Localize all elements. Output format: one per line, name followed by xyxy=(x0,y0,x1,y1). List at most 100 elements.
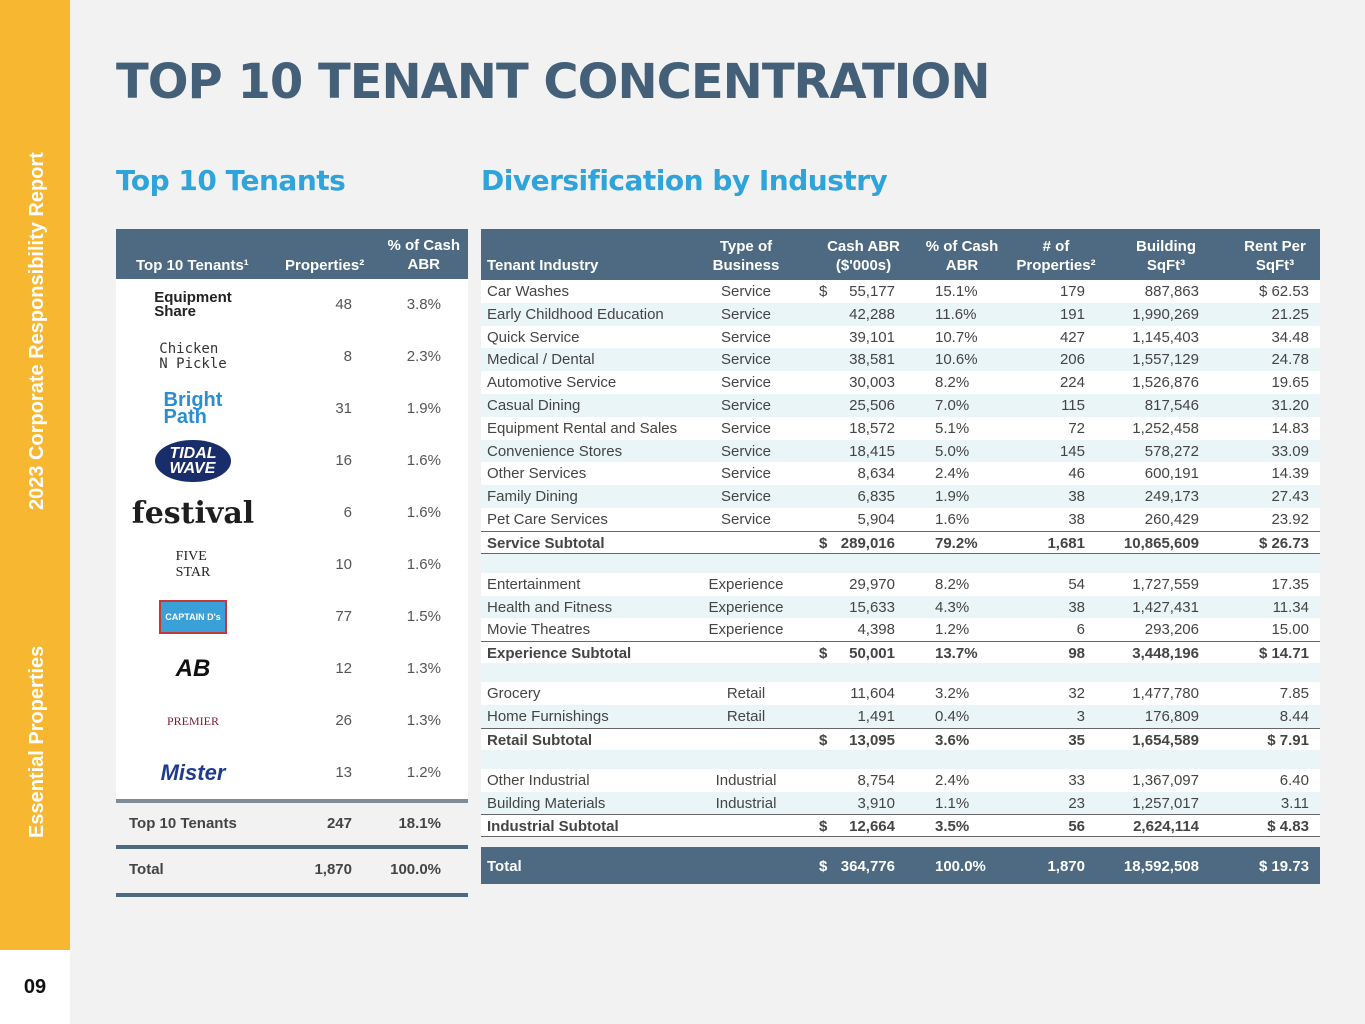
tenant-logo-text: Mister xyxy=(160,760,226,785)
cell-pct: 8.2% xyxy=(935,374,970,392)
industry-row: Early Childhood Education Service 42,288 11… xyxy=(481,302,1320,326)
cell-abr: 55,177 xyxy=(849,283,895,300)
cell-rent: 27.43 xyxy=(1271,488,1309,506)
cell-props: 1,681 xyxy=(1047,534,1085,552)
tenant-properties: 16 xyxy=(335,452,352,469)
cell-pct: 13.7% xyxy=(935,645,978,663)
header-properties: Properties² xyxy=(285,257,365,274)
top-tenants-title: Top 10 Tenants xyxy=(116,164,346,197)
sidebar-company: Essential Properties xyxy=(26,645,48,838)
cell-props: 179 xyxy=(1059,283,1085,300)
cell-pct: 11.6% xyxy=(935,305,977,323)
total-dollar: $ xyxy=(819,858,828,876)
cell-sqft: 249,173 xyxy=(1144,488,1199,506)
cell-sqft: 1,526,876 xyxy=(1132,374,1199,392)
cell-sqft: 600,191 xyxy=(1144,465,1199,483)
cell-industry: Family Dining xyxy=(487,488,578,506)
cell-rent: 23.92 xyxy=(1271,510,1309,528)
cell-type: Retail xyxy=(726,685,766,703)
cell-props: 206 xyxy=(1059,351,1085,369)
cell-sqft: 2,624,114 xyxy=(1133,818,1199,836)
cell-rent: 3.11 xyxy=(1280,794,1309,812)
total-label: Total xyxy=(129,861,164,878)
cell-sqft: 176,809 xyxy=(1144,707,1199,725)
cell-sqft: 3,448,196 xyxy=(1132,645,1199,663)
cell-industry: Other Industrial xyxy=(487,771,590,789)
cell-industry: Building Materials xyxy=(487,794,606,812)
cell-props: 98 xyxy=(1068,645,1085,663)
cell-industry: Automotive Service xyxy=(487,374,617,392)
subtotal-properties: 247 xyxy=(326,815,352,832)
cell-rent: 21.25 xyxy=(1271,305,1309,323)
tenant-row: Bright Path 31 1.9% xyxy=(116,383,468,435)
cell-sqft: 817,546 xyxy=(1144,396,1199,414)
industry-row: Automotive Service Service 30,003 8.2% 224 1,… xyxy=(481,371,1320,394)
tenant-row: Chicken N Pickle 8 2.3% xyxy=(116,331,468,383)
industry-row: Quick Service Service 39,101 10.7% 427 1,145,… xyxy=(481,325,1320,349)
industry-row: Medical / Dental Service 38,581 10.6% 206 1,5… xyxy=(481,348,1320,372)
cell-dollar: $ xyxy=(819,645,828,663)
cell-rent: 31.20 xyxy=(1271,396,1309,414)
industry-subtotal-row: Retail Subtotal $13,095 3.6% 35 1,654,589 $ 7… xyxy=(481,727,1320,750)
cell-dollar: $ xyxy=(819,534,828,552)
tenant-properties: 8 xyxy=(343,348,352,365)
cell-props: 54 xyxy=(1068,575,1085,593)
cell-pct: 7.0% xyxy=(935,396,970,414)
group-spacer xyxy=(481,663,1320,683)
cell-abr: 6,835 xyxy=(857,488,895,506)
cell-rent: 19.65 xyxy=(1271,374,1309,392)
tenant-logo-text: AB xyxy=(175,655,211,682)
tenant-logo: festival xyxy=(128,493,258,533)
industry-row: Casual Dining Service 25,506 7.0% 115 817,546… xyxy=(481,393,1320,417)
subtotal-label: Top 10 Tenants xyxy=(129,815,237,832)
tenant-pct: 2.3% xyxy=(406,348,441,365)
cell-sqft: 10,865,609 xyxy=(1123,534,1199,552)
cell-props: 3 xyxy=(1076,707,1085,725)
tenant-properties: 26 xyxy=(335,712,352,729)
cell-industry: Convenience Stores xyxy=(487,442,623,460)
industry-row: Other Services Service 8,634 2.4% 46 600,191 1… xyxy=(481,462,1320,486)
tenant-logo-text: FIVE STAR xyxy=(175,549,211,580)
cell-type: Service xyxy=(720,465,772,483)
industry-total-row: Total $ 364,776 100.0% 1,870 18,592,508 … xyxy=(481,847,1320,885)
tenant-logo: Equipment Share xyxy=(128,285,258,325)
cell-industry: Movie Theatres xyxy=(487,621,591,639)
cell-rent: 8.44 xyxy=(1279,707,1309,725)
cell-props: 46 xyxy=(1068,465,1085,483)
cell-industry: Quick Service xyxy=(487,328,580,346)
cell-pct: 5.1% xyxy=(935,419,970,437)
cell-type: Service xyxy=(720,283,772,300)
cell-rent: $ 26.73 xyxy=(1258,534,1309,552)
cell-props: 38 xyxy=(1068,488,1085,506)
cell-type: Service xyxy=(720,351,772,369)
tenant-logo: Bright Path xyxy=(128,389,258,429)
cell-props: 145 xyxy=(1059,442,1085,460)
top-tenants-subtotal: Top 10 Tenants 247 18.1% xyxy=(116,799,468,849)
cell-rent: $ 7.91 xyxy=(1267,731,1309,749)
industry-table: Tenant Industry Type of Business Cash ABR… xyxy=(481,229,1320,885)
cell-type: Service xyxy=(720,442,772,460)
cell-abr: 38,581 xyxy=(849,351,895,369)
cell-pct: 5.0% xyxy=(935,442,970,460)
cell-type: Experience xyxy=(708,621,784,639)
cell-props: 224 xyxy=(1059,374,1085,392)
cell-pct: 10.7% xyxy=(935,328,978,346)
cell-props: 32 xyxy=(1068,685,1085,703)
cell-pct: 15.1% xyxy=(935,283,978,300)
cell-rent: 24.78 xyxy=(1271,351,1309,369)
cell-props: 35 xyxy=(1068,731,1085,749)
industry-row: Health and Fitness Experience 15,633 4.3% 38… xyxy=(481,595,1320,619)
cell-pct: 1.9% xyxy=(935,488,970,506)
cell-industry: Other Services xyxy=(487,465,587,483)
cell-pct: 10.6% xyxy=(935,351,978,369)
cell-pct: 3.2% xyxy=(935,685,970,703)
tenant-pct: 1.3% xyxy=(406,712,441,729)
cell-type: Retail xyxy=(726,707,766,725)
tenant-pct: 3.8% xyxy=(406,296,441,313)
header-abr: Cash ABR ($'000s) xyxy=(827,238,900,274)
total-abr: 364,776 xyxy=(840,858,895,876)
cell-industry: Industrial Subtotal xyxy=(487,818,619,836)
cell-pct: 1.6% xyxy=(935,510,970,528)
cell-sqft: 1,990,269 xyxy=(1132,305,1199,323)
header-rent: Rent Per SqFt³ xyxy=(1244,238,1306,274)
